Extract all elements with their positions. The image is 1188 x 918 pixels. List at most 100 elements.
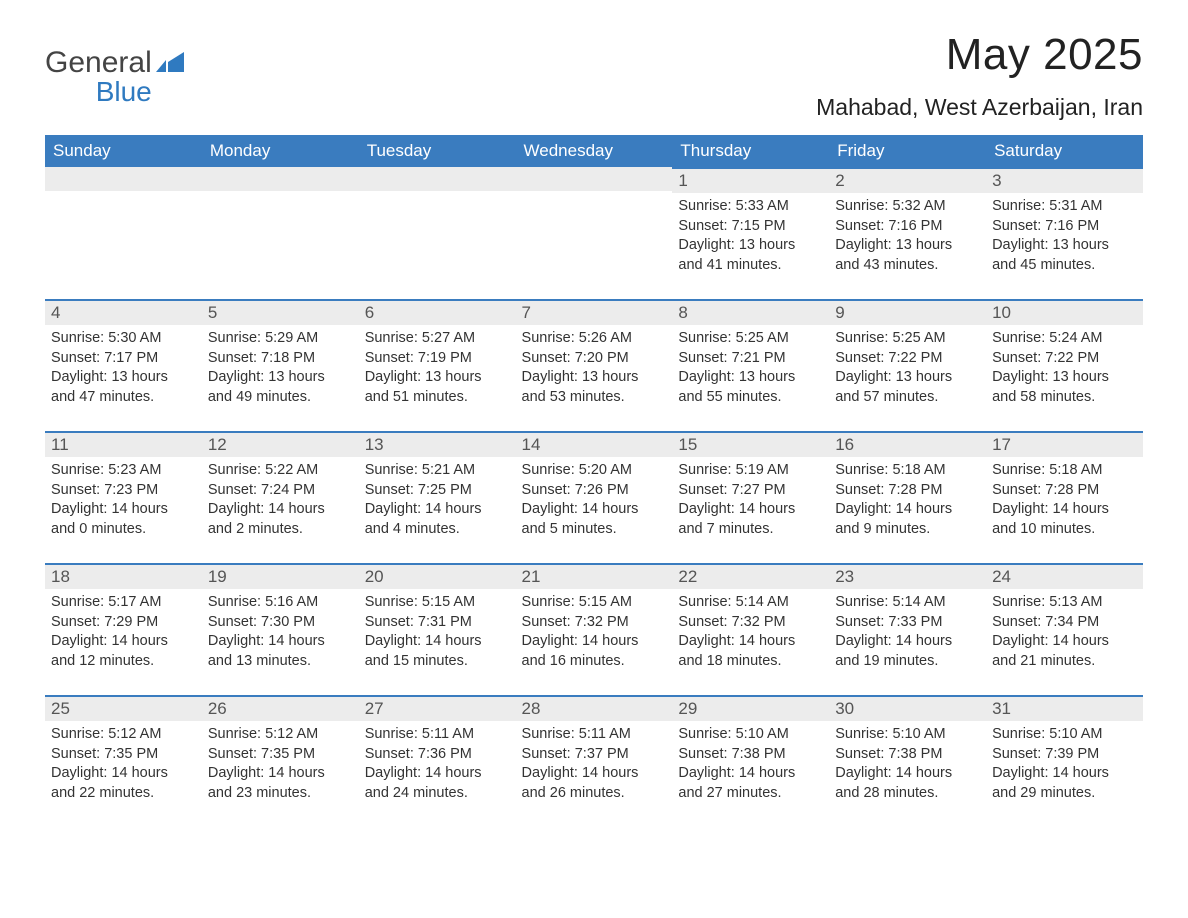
day-details: Sunrise: 5:10 AMSunset: 7:39 PMDaylight:… [986,721,1143,807]
calendar-cell: 25Sunrise: 5:12 AMSunset: 7:35 PMDayligh… [45,695,202,807]
day-details: Sunrise: 5:27 AMSunset: 7:19 PMDaylight:… [359,325,516,411]
calendar-cell [202,167,359,299]
calendar-cell: 4Sunrise: 5:30 AMSunset: 7:17 PMDaylight… [45,299,202,431]
sunrise-line: Sunrise: 5:23 AM [51,461,196,481]
day-details: Sunrise: 5:15 AMSunset: 7:32 PMDaylight:… [516,589,673,675]
month-title: May 2025 [816,30,1143,80]
sunset-line: Sunset: 7:16 PM [835,217,980,237]
calendar-cell: 8Sunrise: 5:25 AMSunset: 7:21 PMDaylight… [672,299,829,431]
calendar-cell: 31Sunrise: 5:10 AMSunset: 7:39 PMDayligh… [986,695,1143,807]
day-number: 30 [829,695,986,721]
day-number: 23 [829,563,986,589]
sunset-line: Sunset: 7:35 PM [51,745,196,765]
calendar-cell: 19Sunrise: 5:16 AMSunset: 7:30 PMDayligh… [202,563,359,695]
calendar-cell: 13 Sunrise: 5:21 AMSunset: 7:25 PMDayligh… [359,431,516,563]
day-details: Sunrise: 5:18 AMSunset: 7:28 PMDaylight:… [986,457,1143,543]
day-details: Sunrise: 5:11 AMSunset: 7:37 PMDaylight:… [516,721,673,807]
calendar-cell: 5Sunrise: 5:29 AMSunset: 7:18 PMDaylight… [202,299,359,431]
day-details: Sunrise: 5:16 AMSunset: 7:30 PMDaylight:… [202,589,359,675]
calendar-cell: 2Sunrise: 5:32 AMSunset: 7:16 PMDaylight… [829,167,986,299]
day-details: Sunrise: 5:25 AMSunset: 7:21 PMDaylight:… [672,325,829,411]
sunset-line: Sunset: 7:32 PM [522,613,667,633]
calendar-cell: 3Sunrise: 5:31 AMSunset: 7:16 PMDaylight… [986,167,1143,299]
sunset-line: Sunset: 7:28 PM [835,481,980,501]
sunrise-line: Sunrise: 5:21 AM [365,461,510,481]
sunrise-line: Sunrise: 5:10 AM [678,725,823,745]
sunset-line: Sunset: 7:38 PM [678,745,823,765]
sunset-line: Sunset: 7:29 PM [51,613,196,633]
sunrise-line: Sunrise: 5:29 AM [208,329,353,349]
day-number: 20 [359,563,516,589]
daylight-line: Daylight: 14 hours and 27 minutes. [678,764,823,803]
daylight-line: Daylight: 13 hours and 49 minutes. [208,368,353,407]
empty-day-head [359,167,516,191]
calendar-cell: 15Sunrise: 5:19 AMSunset: 7:27 PMDayligh… [672,431,829,563]
day-number: 16 [829,431,986,457]
sunrise-line: Sunrise: 5:33 AM [678,197,823,217]
sunset-line: Sunset: 7:31 PM [365,613,510,633]
sunrise-line: Sunrise: 5:24 AM [992,329,1137,349]
sunset-line: Sunset: 7:22 PM [835,349,980,369]
empty-day-head [45,167,202,191]
sunset-line: Sunset: 7:17 PM [51,349,196,369]
daylight-line: Daylight: 14 hours and 4 minutes. [365,500,510,539]
day-number: 29 [672,695,829,721]
weekday-header: Wednesday [516,135,673,167]
day-details: Sunrise: 5:20 AMSunset: 7:26 PMDaylight:… [516,457,673,543]
day-number: 17 [986,431,1143,457]
calendar-cell: 10Sunrise: 5:24 AMSunset: 7:22 PMDayligh… [986,299,1143,431]
daylight-line: Daylight: 14 hours and 21 minutes. [992,632,1137,671]
day-details: Sunrise: 5:12 AMSunset: 7:35 PMDaylight:… [202,721,359,807]
day-details: Sunrise: 5:33 AMSunset: 7:15 PMDaylight:… [672,193,829,279]
daylight-line: Daylight: 14 hours and 9 minutes. [835,500,980,539]
day-details: Sunrise: 5:26 AMSunset: 7:20 PMDaylight:… [516,325,673,411]
day-number: 5 [202,299,359,325]
sunrise-line: Sunrise: 5:12 AM [208,725,353,745]
calendar-cell: 20Sunrise: 5:15 AMSunset: 7:31 PMDayligh… [359,563,516,695]
sunrise-line: Sunrise: 5:25 AM [835,329,980,349]
sunrise-line: Sunrise: 5:12 AM [51,725,196,745]
daylight-line: Daylight: 14 hours and 10 minutes. [992,500,1137,539]
sunset-line: Sunset: 7:23 PM [51,481,196,501]
daylight-line: Daylight: 13 hours and 58 minutes. [992,368,1137,407]
sunset-line: Sunset: 7:38 PM [835,745,980,765]
daylight-line: Daylight: 14 hours and 26 minutes. [522,764,667,803]
sunset-line: Sunset: 7:34 PM [992,613,1137,633]
calendar-cell: 29Sunrise: 5:10 AMSunset: 7:38 PMDayligh… [672,695,829,807]
location-subtitle: Mahabad, West Azerbaijan, Iran [816,94,1143,121]
calendar-cell: 21Sunrise: 5:15 AMSunset: 7:32 PMDayligh… [516,563,673,695]
day-details: Sunrise: 5:10 AMSunset: 7:38 PMDaylight:… [672,721,829,807]
day-number: 13 [359,431,516,457]
day-details: Sunrise: 5:24 AMSunset: 7:22 PMDaylight:… [986,325,1143,411]
daylight-line: Daylight: 14 hours and 24 minutes. [365,764,510,803]
day-number: 31 [986,695,1143,721]
day-details: Sunrise: 5:10 AMSunset: 7:38 PMDaylight:… [829,721,986,807]
day-details: Sunrise: 5:18 AMSunset: 7:28 PMDaylight:… [829,457,986,543]
daylight-line: Daylight: 13 hours and 55 minutes. [678,368,823,407]
brand-flag-icon [156,52,184,77]
day-number: 7 [516,299,673,325]
sunset-line: Sunset: 7:36 PM [365,745,510,765]
sunrise-line: Sunrise: 5:27 AM [365,329,510,349]
day-number: 10 [986,299,1143,325]
calendar-body: 1Sunrise: 5:33 AMSunset: 7:15 PMDaylight… [45,167,1143,807]
sunrise-line: Sunrise: 5:15 AM [365,593,510,613]
day-number: 1 [672,167,829,193]
weekday-header: Monday [202,135,359,167]
sunrise-line: Sunrise: 5:13 AM [992,593,1137,613]
weekday-header: Friday [829,135,986,167]
sunset-line: Sunset: 7:25 PM [365,481,510,501]
day-details: Sunrise: 5:19 AMSunset: 7:27 PMDaylight:… [672,457,829,543]
day-number: 28 [516,695,673,721]
day-number: 6 [359,299,516,325]
day-number: 3 [986,167,1143,193]
day-number: 12 [202,431,359,457]
daylight-line: Daylight: 13 hours and 53 minutes. [522,368,667,407]
day-details: Sunrise: 5:13 AMSunset: 7:34 PMDaylight:… [986,589,1143,675]
day-details: Sunrise: 5:17 AMSunset: 7:29 PMDaylight:… [45,589,202,675]
sunset-line: Sunset: 7:22 PM [992,349,1137,369]
brand-logo: General Blue [45,48,184,108]
daylight-line: Daylight: 14 hours and 19 minutes. [835,632,980,671]
sunrise-line: Sunrise: 5:18 AM [835,461,980,481]
day-number: 21 [516,563,673,589]
